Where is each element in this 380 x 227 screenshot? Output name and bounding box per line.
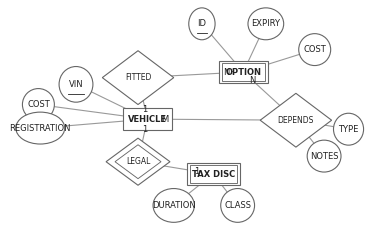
Polygon shape [260, 93, 332, 147]
Text: NOTES: NOTES [310, 152, 338, 160]
Text: 1: 1 [142, 125, 148, 134]
FancyBboxPatch shape [219, 61, 268, 83]
Text: VEHICLE: VEHICLE [128, 115, 167, 124]
Text: OPTION: OPTION [225, 67, 261, 76]
Polygon shape [106, 138, 170, 185]
Text: VIN: VIN [69, 80, 83, 89]
Ellipse shape [189, 8, 215, 40]
Polygon shape [102, 51, 174, 104]
Ellipse shape [221, 189, 255, 222]
Text: M: M [161, 115, 168, 124]
Ellipse shape [153, 189, 195, 222]
Ellipse shape [248, 8, 284, 40]
FancyBboxPatch shape [187, 163, 239, 185]
Text: DURATION: DURATION [152, 201, 196, 210]
Ellipse shape [22, 89, 54, 121]
Ellipse shape [16, 112, 65, 144]
Text: TYPE: TYPE [338, 125, 359, 134]
Text: N: N [249, 76, 256, 85]
Text: EXPIRY: EXPIRY [251, 19, 280, 28]
Text: LEGAL: LEGAL [126, 157, 150, 166]
Text: 1: 1 [194, 167, 200, 176]
Text: TAX DISC: TAX DISC [192, 170, 235, 179]
Text: FITTED: FITTED [125, 73, 151, 82]
Text: CLASS: CLASS [224, 201, 251, 210]
Text: N: N [223, 68, 230, 77]
Text: COST: COST [27, 100, 50, 109]
FancyBboxPatch shape [123, 109, 172, 130]
Ellipse shape [307, 140, 341, 172]
Text: REGISTRATION: REGISTRATION [10, 123, 71, 133]
Text: COST: COST [303, 45, 326, 54]
Ellipse shape [59, 67, 93, 102]
Ellipse shape [299, 34, 331, 66]
Ellipse shape [334, 113, 364, 145]
Text: ID: ID [198, 19, 206, 28]
Text: 1: 1 [142, 105, 148, 114]
Text: DEPENDS: DEPENDS [278, 116, 314, 125]
